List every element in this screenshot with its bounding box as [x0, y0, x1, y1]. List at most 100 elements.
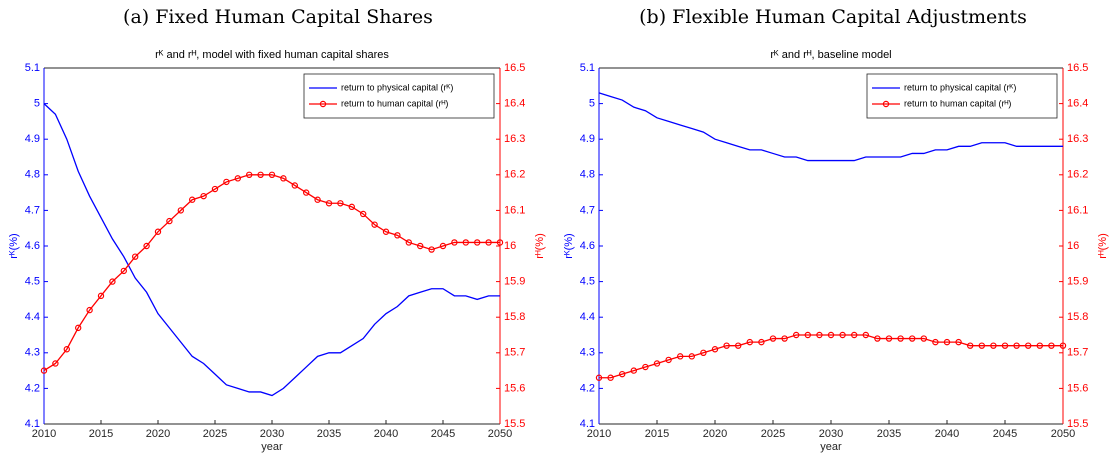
x-tick-label: 2015	[89, 428, 113, 440]
point	[109, 278, 116, 285]
point	[932, 338, 939, 346]
point	[642, 363, 649, 371]
x-axis-label: year	[820, 441, 842, 453]
point	[382, 228, 390, 235]
point	[711, 346, 719, 353]
y2-tick-label: 15.7	[504, 347, 525, 359]
point	[474, 239, 481, 246]
y2-tick-label: 16.1	[504, 204, 525, 216]
x-tick-label: 2035	[877, 428, 901, 440]
y2-tick-label: 15.6	[1067, 382, 1088, 394]
point	[337, 200, 344, 207]
y-tick-label: 4.9	[580, 133, 595, 145]
y-tick-label: 4.3	[25, 347, 40, 359]
y2-tick-label: 15.6	[504, 382, 525, 394]
point	[769, 335, 777, 342]
point	[897, 335, 904, 342]
point	[325, 200, 333, 207]
y-tick-label: 4.8	[25, 169, 40, 181]
series-line	[598, 92, 1063, 162]
point	[758, 338, 765, 346]
point	[793, 331, 800, 339]
point	[1024, 342, 1032, 349]
x-tick-label: 2010	[32, 428, 56, 440]
point	[827, 331, 835, 339]
point	[1001, 342, 1009, 349]
caption: (b) Flexible Human Capital Adjustments	[639, 6, 1027, 28]
point	[700, 349, 707, 356]
point	[943, 338, 951, 346]
point	[619, 370, 626, 378]
point	[804, 331, 812, 339]
x-tick-label: 2045	[993, 428, 1017, 440]
x-tick-label: 2040	[374, 428, 398, 440]
y2-tick-label: 15.7	[1067, 347, 1088, 359]
y-tick-label: 4.7	[25, 204, 40, 216]
point	[120, 267, 128, 275]
legend-marker	[319, 100, 327, 108]
y2-tick-label: 15.5	[504, 418, 525, 430]
plot-area	[599, 68, 1063, 424]
y-axis-label: rᴷ(%)	[8, 233, 20, 258]
point	[990, 342, 997, 349]
y-tick-label: 4.5	[25, 276, 40, 288]
point	[839, 331, 846, 339]
point	[665, 356, 672, 364]
point	[166, 217, 173, 225]
x-tick-label: 2050	[488, 428, 512, 440]
y-tick-label: 4.4	[25, 311, 40, 323]
point	[967, 342, 974, 349]
point	[405, 239, 412, 246]
y2-tick-label: 16	[504, 240, 516, 252]
x-tick-label: 2050	[1051, 428, 1075, 440]
y2-axis-label: rᴴ(%)	[534, 233, 546, 259]
x-tick-label: 2025	[203, 428, 227, 440]
y-tick-label: 4.6	[25, 240, 40, 252]
point	[630, 367, 638, 374]
point	[303, 189, 310, 196]
point	[97, 292, 105, 300]
point	[52, 360, 59, 367]
point	[280, 175, 287, 182]
point	[40, 367, 48, 374]
point	[851, 331, 858, 339]
point	[439, 242, 447, 250]
point	[257, 171, 264, 178]
point	[451, 239, 458, 246]
point	[177, 207, 184, 214]
point	[314, 196, 321, 203]
y2-tick-label: 16.3	[504, 133, 525, 145]
y-tick-label: 5	[34, 98, 40, 110]
y-tick-label: 5	[589, 98, 595, 110]
y2-tick-label: 16.4	[1067, 98, 1088, 110]
y2-tick-label: 16	[1067, 240, 1079, 252]
x-tick-label: 2030	[819, 428, 843, 440]
point	[268, 171, 276, 178]
legend-label: return to human capital (rᴴ)	[341, 98, 448, 108]
point	[746, 338, 754, 346]
point	[735, 342, 742, 349]
legend-label: return to physical capital (rᴷ)	[341, 82, 453, 92]
y-tick-label: 5.1	[580, 62, 595, 74]
point	[86, 306, 93, 314]
point	[1036, 342, 1044, 349]
point	[360, 210, 367, 218]
point	[245, 171, 253, 178]
y-tick-label: 4.5	[580, 276, 595, 288]
point	[428, 246, 435, 253]
point	[348, 203, 355, 211]
y-tick-label: 4.4	[580, 311, 595, 323]
point	[607, 374, 614, 381]
y-tick-label: 4.7	[580, 204, 595, 216]
y2-tick-label: 16.4	[504, 98, 525, 110]
x-tick-label: 2045	[431, 428, 455, 440]
point	[816, 331, 823, 339]
point	[394, 232, 401, 239]
x-tick-label: 2015	[645, 428, 669, 440]
y2-tick-label: 15.8	[504, 311, 525, 323]
y-tick-label: 4.1	[580, 418, 595, 430]
point	[874, 335, 881, 342]
series-line	[43, 103, 500, 397]
y2-tick-label: 15.9	[1067, 276, 1088, 288]
point	[462, 239, 469, 246]
